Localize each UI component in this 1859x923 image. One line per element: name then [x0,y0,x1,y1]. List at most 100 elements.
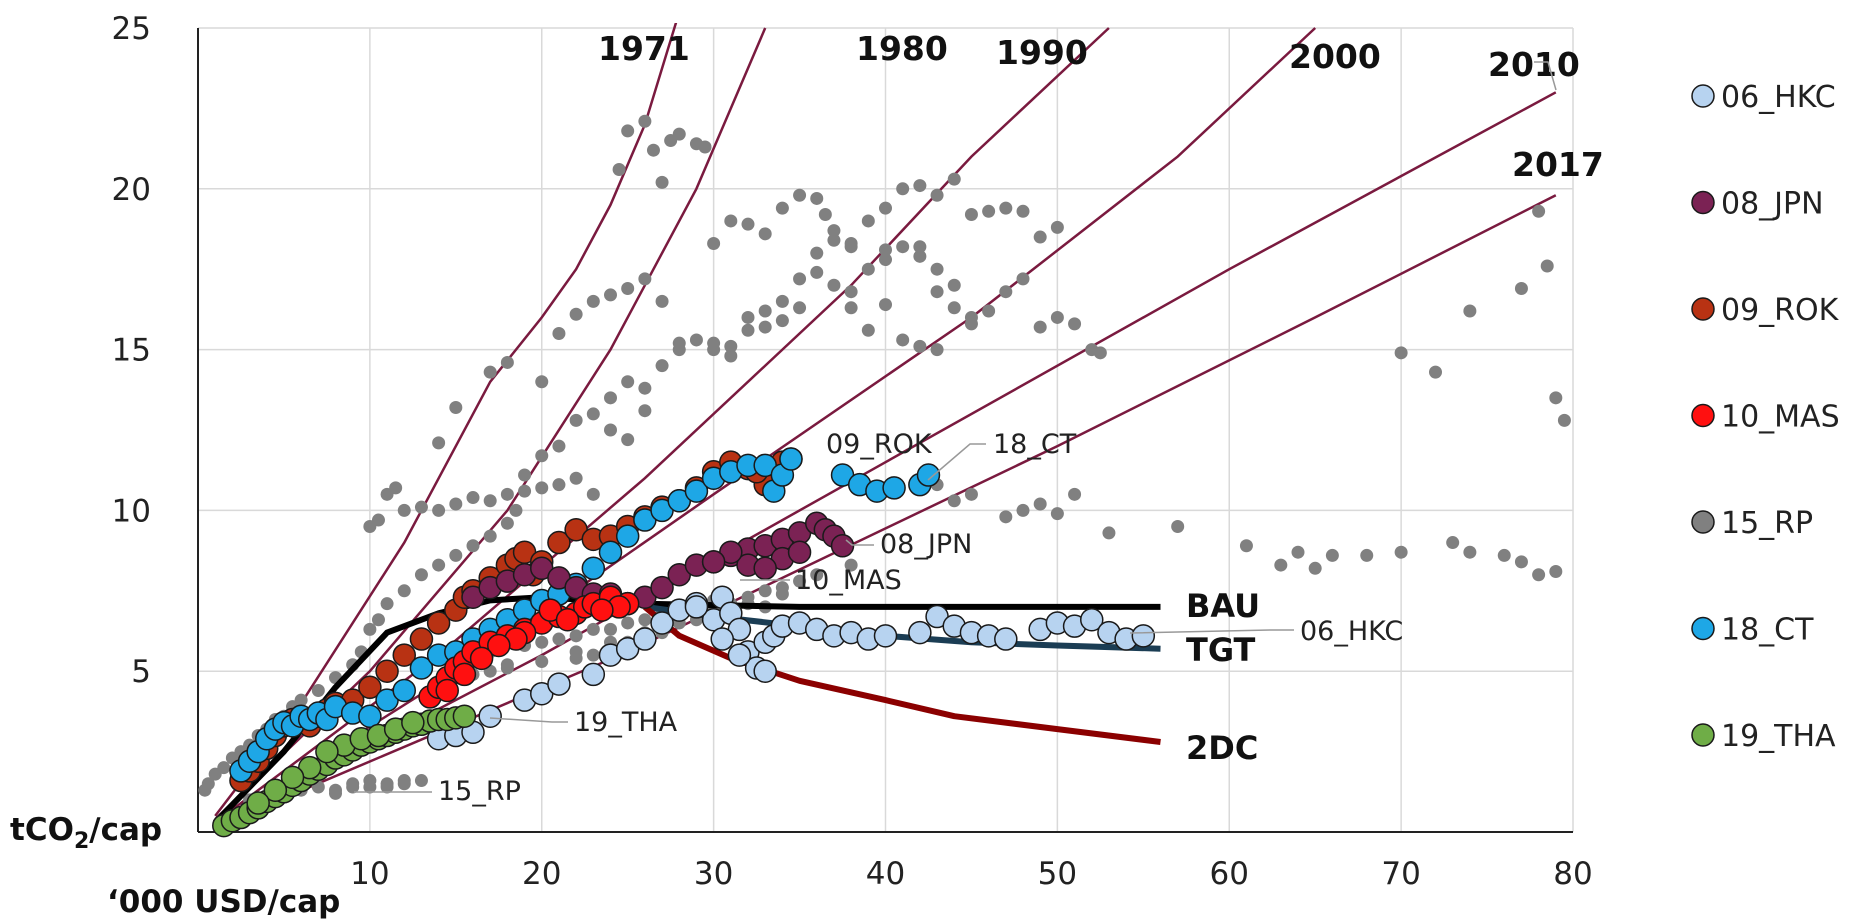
point-15-rp [569,413,583,427]
point-15-rp [1540,259,1554,273]
point-15-rp [621,124,635,138]
legend-label: 08_JPN [1721,187,1824,222]
point-15-rp [896,333,910,347]
point-15-rp [1514,555,1528,569]
point-15-rp [827,233,841,247]
legend-item: 09_ROK [1691,293,1840,328]
point-15-rp [500,487,514,501]
point-15-rp [793,574,807,588]
point-18-ct [392,678,416,703]
point-09-rok [358,675,382,700]
point-15-rp [741,217,755,231]
point-15-rp [793,188,807,202]
point-15-rp [329,786,342,800]
point-15-rp [999,510,1013,524]
point-15-rp [913,240,927,254]
legend-marker [1691,403,1715,428]
point-15-rp [311,683,325,697]
point-06-hkc [684,595,709,619]
point-15-rp [655,294,669,308]
point-09-rok [392,643,416,667]
point-15-rp [1446,536,1460,550]
point-15-rp [861,262,875,276]
y-tick-label: 15 [112,333,151,369]
point-10-mas [435,678,459,703]
gridlines [198,27,1574,832]
point-19-tha [452,704,477,728]
point-15-rp [432,558,446,572]
point-15-rp [1532,568,1546,582]
point-15-rp [930,188,944,202]
point-15-rp [1463,545,1477,559]
point-15-rp [1325,548,1339,562]
point-15-rp [569,651,583,665]
point-09-rok [426,611,451,635]
point-15-rp [775,587,789,601]
point-15-rp [775,294,789,308]
scatter-small-points [198,114,1571,807]
point-15-rp [810,246,824,260]
point-15-rp [346,777,360,791]
legend-marker [1691,84,1715,108]
y-tick-label: 25 [112,11,151,47]
point-15-rp [363,774,377,788]
legend-marker [1691,510,1715,534]
point-18-ct [684,479,709,503]
legend-item: 19_THA [1691,719,1836,754]
point-15-rp [483,494,497,508]
point-08-jpn [753,556,777,581]
x-tick-label: 60 [1210,856,1249,892]
point-15-rp [586,487,600,501]
point-15-rp [672,127,686,141]
point-15-rp [1549,565,1563,579]
y-tick-label: 10 [112,493,151,529]
point-15-rp [380,597,394,611]
point-15-rp [604,288,617,302]
point-09-rok [375,659,399,683]
point-15-rp [758,584,772,598]
legend-item: 08_JPN [1691,187,1824,222]
scenario-line-2dc [642,604,1161,745]
legend: 06_HKC 08_JPN 09_ROK 10_MAS 15_RP 18_CT 19_THA [1691,80,1840,754]
point-08-jpn [701,550,726,574]
point-15-rp [201,777,215,791]
point-19-tha [280,765,305,790]
point-08-jpn [650,575,674,600]
point-15-rp [217,761,231,775]
annotation-label: 15_RP [438,776,521,807]
point-15-rp [1497,548,1511,562]
point-15-rp [586,294,600,308]
point-06-hkc [1131,624,1156,648]
legend-label: 19_THA [1721,719,1836,754]
annotation-label: 06_HKC [1300,616,1403,647]
point-15-rp [1532,204,1546,218]
point-18-ct [409,656,434,680]
point-15-rp [432,436,446,450]
point-15-rp [535,655,549,669]
point-15-rp [947,278,961,292]
point-15-rp [724,339,738,353]
point-15-rp [1171,519,1185,533]
point-15-rp [1274,558,1288,572]
point-15-rp [982,304,996,318]
point-15-rp [586,407,600,421]
point-15-rp [569,307,583,321]
point-15-rp [827,278,841,292]
point-15-rp [879,298,892,312]
point-15-rp [741,323,755,337]
point-15-rp [707,236,721,250]
point-15-rp [500,355,514,369]
point-15-rp [586,622,600,636]
point-06-hkc [650,611,674,635]
point-18-ct [882,476,906,500]
point-15-rp [1050,220,1064,234]
point-15-rp [964,208,978,222]
point-15-rp [896,240,910,254]
point-06-hkc [547,672,571,696]
point-15-rp [1033,497,1047,511]
point-19-tha [263,778,288,802]
legend-item: 06_HKC [1691,80,1836,115]
point-06-hkc [581,662,606,687]
point-15-rp [1549,391,1563,405]
point-15-rp [741,310,755,324]
